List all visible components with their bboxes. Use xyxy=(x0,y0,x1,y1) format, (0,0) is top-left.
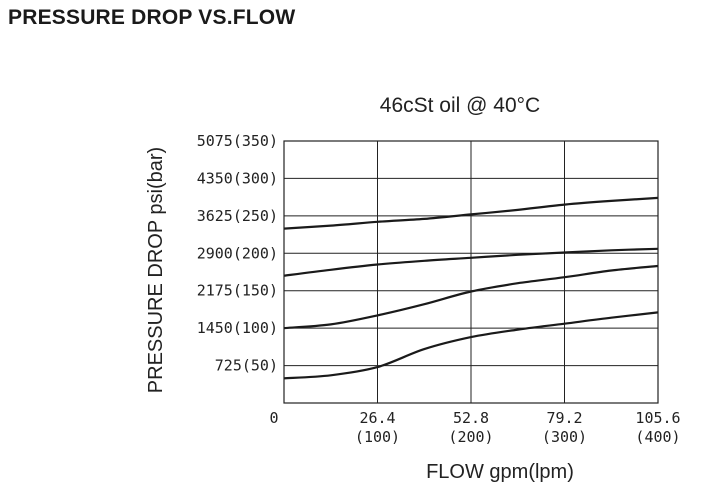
y-tick-label: 1450(100) xyxy=(197,319,278,337)
y-tick-label: 2900(200) xyxy=(197,244,278,262)
x-tick-label: 0 xyxy=(269,409,278,427)
x-tick-sublabel: (300) xyxy=(542,428,587,446)
x-tick-sublabel: (400) xyxy=(635,428,680,446)
x-axis-title: FLOW gpm(lpm) xyxy=(426,461,574,483)
x-tick-label: 52.8 xyxy=(453,409,489,427)
x-tick-sublabel: (100) xyxy=(355,428,400,446)
plot-frame xyxy=(283,140,659,404)
series-line xyxy=(283,196,659,230)
chart-series-group xyxy=(283,196,659,380)
x-tick-label: 79.2 xyxy=(546,409,582,427)
x-tick-label: 105.6 xyxy=(635,409,680,427)
y-tick-label: 5075(350) xyxy=(197,132,278,150)
y-tick-label: 3625(250) xyxy=(197,207,278,225)
chart-title: 46cSt oil @ 40°C xyxy=(380,94,540,117)
series-line xyxy=(283,264,659,330)
x-tick-label: 26.4 xyxy=(359,409,395,427)
page-title: PRESSURE DROP VS.FLOW xyxy=(8,6,296,29)
y-tick-label: 725(50) xyxy=(215,357,278,375)
x-tick-sublabel: (200) xyxy=(448,428,493,446)
series-line xyxy=(283,247,659,277)
y-tick-label: 2175(150) xyxy=(197,282,278,300)
y-axis-title: PRESSURE DROP psi(bar) xyxy=(145,147,167,393)
chart-tick-labels: 725(50) 1450(100) 2175(150) 2900(200) 3625(2… xyxy=(197,132,681,446)
chart-axes xyxy=(283,140,659,404)
y-tick-label: 4350(300) xyxy=(197,169,278,187)
series-line xyxy=(283,311,659,380)
